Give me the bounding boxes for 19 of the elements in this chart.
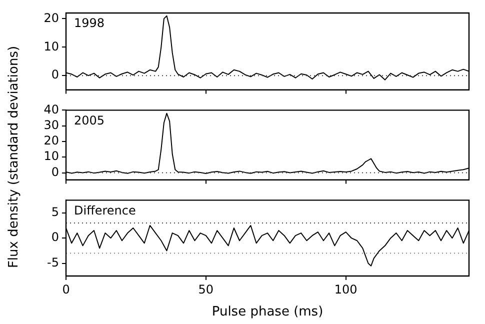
y-tick-label: 10 [44,149,59,164]
y-tick-label: 30 [44,118,59,132]
y-tick-label: 0 [51,230,59,244]
x-tick-label: 0 [62,282,70,296]
x-tick-label: 100 [334,282,358,296]
y-tick-label: 0 [51,68,59,82]
y-tick-label: 20 [44,134,59,148]
x-axis-title: Pulse phase (ms) [212,304,324,320]
annotation: Difference [74,203,136,218]
y-tick-label: 0 [51,164,59,179]
y-tick-label: -5 [47,255,59,270]
annotation: 1998 [74,16,105,30]
x-tick-label: 50 [198,282,214,296]
annotation: 2005 [74,113,105,128]
y-tick-label: 40 [44,102,59,116]
y-axis-title: Flux density (standard deviations) [6,46,22,268]
y-tick-label: 5 [51,204,59,219]
y-tick-label: 20 [44,10,59,25]
y-tick-label: 10 [44,39,59,54]
